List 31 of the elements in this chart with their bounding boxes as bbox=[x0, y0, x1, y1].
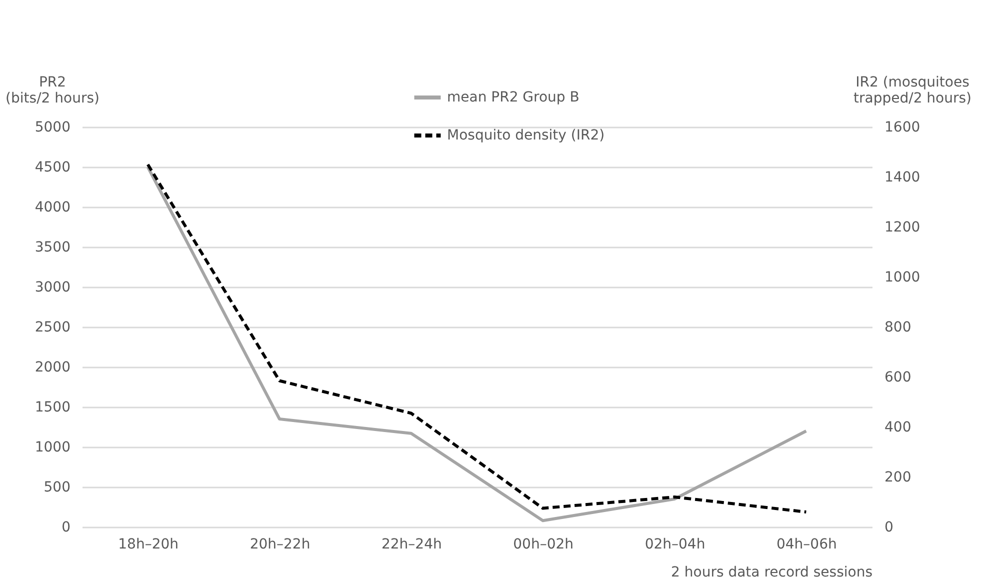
x-tick-label: 18h–20h bbox=[118, 536, 179, 552]
y-tick-label: 1500 bbox=[34, 400, 70, 416]
y-tick-label: 4000 bbox=[34, 200, 70, 216]
y2-tick-label: 0 bbox=[884, 520, 894, 536]
y-tick-label: 2500 bbox=[34, 320, 70, 336]
x-tick-label: 22h–24h bbox=[381, 536, 442, 552]
x-tick-label: 02h–04h bbox=[644, 536, 706, 552]
x-axis-title: 2 hours data record sessions bbox=[671, 564, 872, 580]
y-tick-label: 5000 bbox=[34, 120, 70, 136]
y-tick-label: 1000 bbox=[34, 440, 70, 456]
y-tick-label: 500 bbox=[44, 480, 70, 496]
y-tick-label: 2000 bbox=[34, 360, 70, 376]
y2-tick-label: 200 bbox=[884, 470, 912, 486]
y-tick-label: 4500 bbox=[34, 160, 70, 176]
legend-label: Mosquito density (IR2) bbox=[447, 128, 605, 144]
y-tick-label: 0 bbox=[62, 520, 70, 536]
y2-tick-label: 1000 bbox=[884, 270, 920, 286]
y-tick-label: 3500 bbox=[34, 240, 70, 256]
x-tick-label: 00h–02h bbox=[513, 536, 574, 552]
y2-tick-label: 600 bbox=[884, 370, 912, 386]
y2-tick-label: 1400 bbox=[884, 170, 920, 186]
x-tick-label: 04h–06h bbox=[776, 536, 837, 552]
x-tick-label: 20h–22h bbox=[250, 536, 310, 552]
legend-label: mean PR2 Group B bbox=[447, 90, 580, 106]
y2-axis-title: IR2 (mosquitoes trapped/2 hours) bbox=[854, 74, 972, 106]
y2-tick-label: 1600 bbox=[884, 120, 920, 136]
y2-tick-label: 1200 bbox=[884, 220, 920, 236]
y-axis-title: PR2 (bits/2 hours) bbox=[6, 74, 100, 106]
y2-tick-label: 800 bbox=[884, 320, 912, 336]
y2-tick-label: 400 bbox=[884, 420, 912, 436]
y-tick-label: 3000 bbox=[34, 280, 70, 296]
